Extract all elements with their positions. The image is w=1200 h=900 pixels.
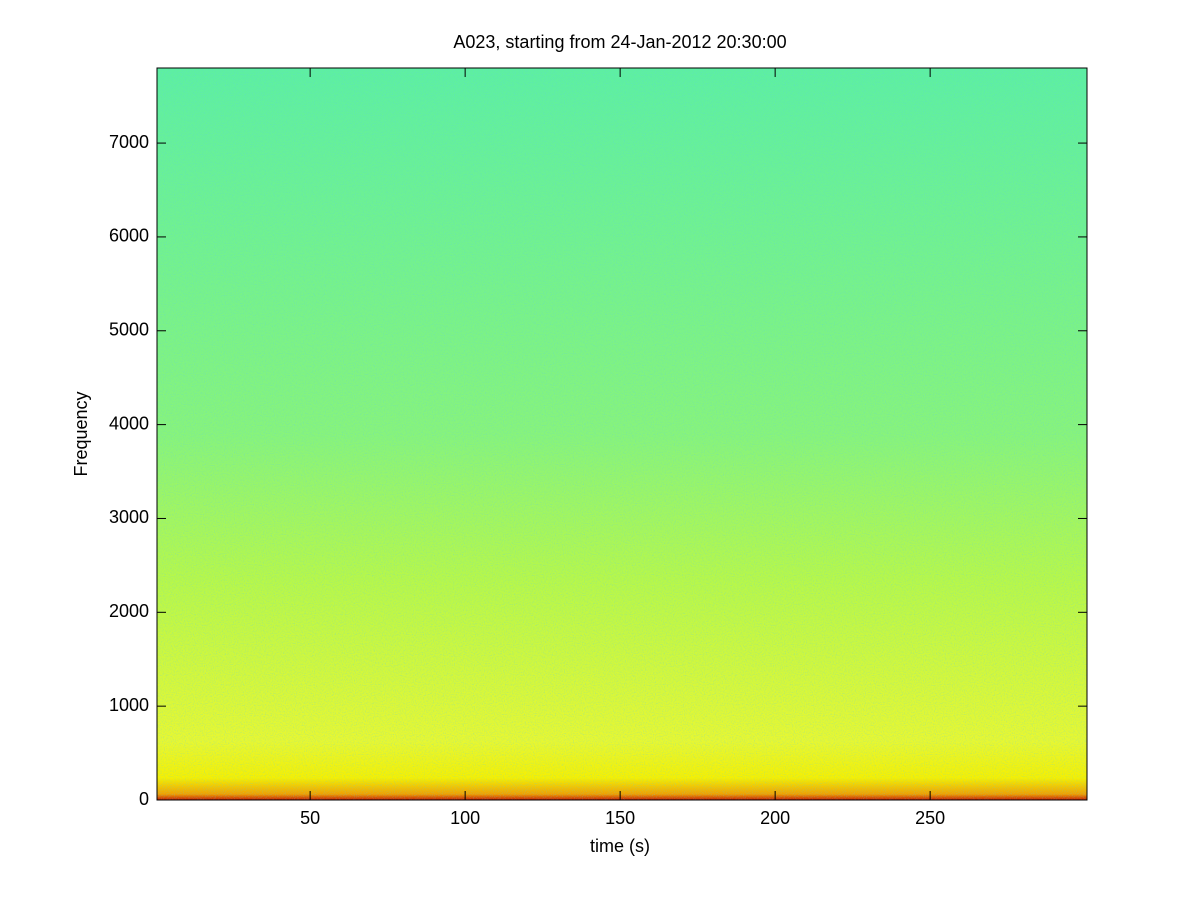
spectrogram-image [157,68,1087,800]
x-axis-label: time (s) [590,836,650,856]
y-tick-label: 7000 [109,132,149,152]
y-axis-label: Frequency [71,391,91,476]
x-tick-label: 250 [915,808,945,828]
x-tick-label: 50 [300,808,320,828]
y-tick-label: 6000 [109,226,149,246]
y-tick-label: 0 [139,789,149,809]
x-tick-label: 200 [760,808,790,828]
x-tick-label: 100 [450,808,480,828]
chart-title: A023, starting from 24-Jan-2012 20:30:00 [453,32,786,52]
x-tick-label: 150 [605,808,635,828]
y-tick-label: 1000 [109,695,149,715]
y-tick-label: 3000 [109,507,149,527]
y-tick-label: 4000 [109,413,149,433]
y-tick-label: 5000 [109,320,149,340]
y-tick-label: 2000 [109,601,149,621]
plot-frame [156,67,1088,801]
